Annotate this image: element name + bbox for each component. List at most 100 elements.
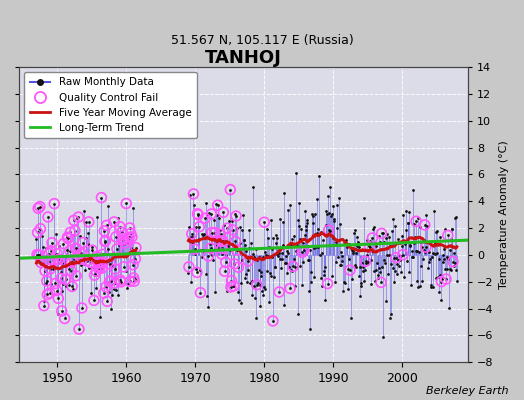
Point [83, 258, 91, 264]
Point [132, 244, 140, 251]
Point [219, 238, 227, 244]
Point [263, 226, 271, 232]
Point [242, 270, 250, 277]
Point [321, 264, 330, 270]
Point [78, 256, 86, 262]
Point [423, 265, 432, 271]
Point [413, 284, 422, 290]
Point [59, 240, 68, 247]
Point [265, 299, 274, 305]
Point [99, 260, 107, 266]
Point [59, 240, 68, 247]
Point [48, 266, 57, 272]
Point [395, 263, 403, 270]
Point [233, 224, 242, 231]
Point [43, 291, 51, 298]
Point [250, 283, 259, 290]
Point [329, 202, 337, 209]
Point [99, 251, 107, 258]
Point [43, 214, 52, 220]
Point [324, 227, 333, 233]
Point [39, 262, 47, 268]
Point [290, 256, 298, 262]
Point [98, 265, 106, 271]
Point [99, 260, 107, 266]
Point [71, 228, 79, 234]
Point [453, 277, 461, 284]
Point [86, 256, 94, 262]
Point [190, 246, 199, 252]
Point [434, 274, 442, 280]
Point [129, 262, 137, 268]
Point [189, 191, 198, 197]
Point [409, 254, 418, 260]
Point [274, 253, 282, 259]
Point [282, 269, 291, 276]
Point [62, 276, 70, 283]
Point [82, 219, 90, 226]
Point [71, 245, 80, 252]
Point [110, 219, 118, 225]
Point [184, 264, 193, 270]
Point [306, 326, 314, 332]
Y-axis label: Temperature Anomaly (°C): Temperature Anomaly (°C) [499, 140, 509, 289]
Point [101, 238, 109, 245]
Point [239, 212, 247, 218]
Point [229, 283, 237, 289]
Point [231, 238, 239, 245]
Point [97, 194, 106, 201]
Point [347, 315, 355, 321]
Point [297, 226, 305, 232]
Point [65, 266, 73, 272]
Point [346, 267, 354, 273]
Point [184, 264, 193, 270]
Point [449, 258, 457, 265]
Point [93, 253, 101, 260]
Point [337, 262, 345, 268]
Point [98, 265, 106, 271]
Point [131, 256, 139, 262]
Point [326, 184, 335, 190]
Point [240, 237, 248, 243]
Point [401, 238, 409, 244]
Point [419, 236, 428, 243]
Point [32, 236, 41, 242]
Point [348, 248, 357, 254]
Point [343, 244, 351, 250]
Point [448, 225, 456, 232]
Point [101, 238, 109, 245]
Point [277, 250, 286, 256]
Point [72, 272, 80, 279]
Point [442, 266, 451, 272]
Point [46, 266, 54, 272]
Point [283, 248, 291, 254]
Point [213, 212, 221, 218]
Point [340, 241, 348, 247]
Point [208, 252, 216, 258]
Point [201, 215, 209, 222]
Point [73, 214, 81, 221]
Point [90, 297, 98, 304]
Point [130, 278, 138, 284]
Point [72, 246, 81, 252]
Point [34, 229, 42, 236]
Point [43, 214, 52, 220]
Point [84, 219, 93, 225]
Point [192, 224, 200, 230]
Point [383, 252, 391, 258]
Point [330, 218, 338, 224]
Point [116, 277, 125, 283]
Point [90, 272, 99, 278]
Point [323, 211, 331, 218]
Point [427, 282, 435, 288]
Point [64, 281, 73, 288]
Point [223, 288, 231, 294]
Point [232, 213, 241, 219]
Point [117, 229, 126, 236]
Point [446, 236, 455, 242]
Point [77, 262, 85, 268]
Point [267, 272, 275, 279]
Point [403, 220, 412, 226]
Point [433, 228, 442, 234]
Point [111, 266, 119, 272]
